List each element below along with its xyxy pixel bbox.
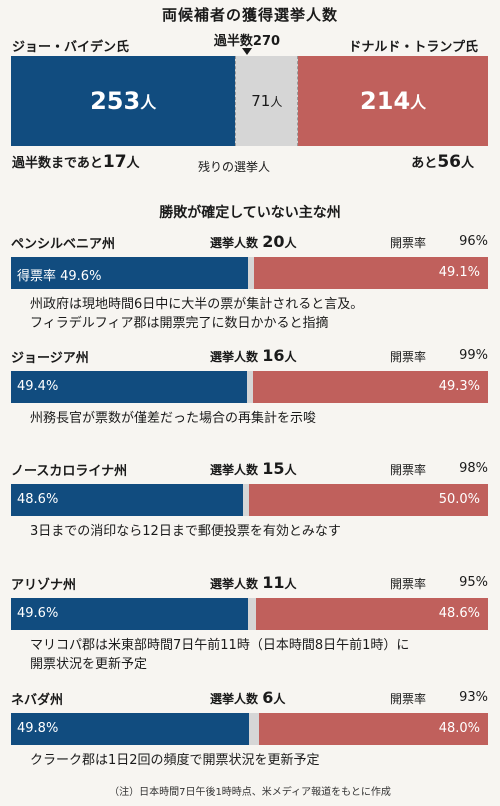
trump-share-label: 49.1% [438,265,480,280]
trump-electors-unit: 人 [410,93,427,112]
biden-share-label: 49.4% [17,379,59,394]
other-share-bar [242,484,250,516]
biden-share-bar [11,484,243,516]
majority-marker-icon [242,48,252,55]
remaining-electors-label: 残りの選挙人 [198,160,271,174]
state-electors: 選挙人数 16人 [210,346,296,365]
footnote: （注）日本時間7日午後1時時点、米メディア報道をもとに作成 [109,787,391,798]
electors-label: 選挙人数 [210,577,259,591]
biden-share-label: 48.6% [17,492,59,507]
other-share-bar [247,257,254,289]
biden-electors-value: 253 [90,87,141,115]
state-vote-bar: 49.6% 48.6% [11,598,488,630]
report-value: 96% [459,234,488,249]
biden-remaining-unit: 人 [126,156,140,171]
state-note-line: クラーク郡は1日2回の頻度で開票状況を更新予定 [30,753,320,768]
report-value: 98% [459,461,488,476]
state-note: 州務長官が票数が僅差だった場合の再集計を示唆 [30,409,316,428]
trump-electors-bar: 214 人 [298,56,488,146]
electors-value: 15 [262,459,285,478]
electors-unit: 人 [284,236,297,250]
state-electors: 選挙人数 15人 [210,459,296,478]
state-note-line: 開票状況を更新予定 [30,657,148,672]
state-note: クラーク郡は1日2回の頻度で開票状況を更新予定 [30,751,320,770]
undecided-electors-value: 71 [251,92,271,110]
section-subtitle: 勝敗が確定していない主な州 [159,205,341,221]
state-electors: 選挙人数 11人 [210,573,296,592]
state-name: ノースカロライナ州 [11,464,128,479]
undecided-electors-bar: 71 人 [235,56,299,146]
undecided-electors-unit: 人 [270,94,283,109]
report-label: 開票率 [390,350,427,364]
state-note: マリコパ郡は米東部時間7日午前11時（日本時間8日午前1時）に 開票状況を更新予定 [30,636,409,674]
biden-share-bar [11,713,249,745]
electors-value: 16 [262,346,285,365]
state-name: ペンシルベニア州 [11,237,116,252]
biden-share-bar [11,598,248,630]
report-label: 開票率 [390,692,427,706]
biden-share-label: 得票率 49.6% [17,269,102,284]
biden-remaining-value: 17 [102,152,127,172]
state-name: アリゾナ州 [11,578,77,593]
electors-label: 選挙人数 [210,463,259,477]
state-electors: 選挙人数 20人 [210,232,296,251]
state-name: ネバダ州 [11,693,64,708]
electors-unit: 人 [284,463,297,477]
biden-share-bar [11,257,248,289]
biden-label: ジョー・バイデン氏 [12,40,130,55]
electors-unit: 人 [284,350,297,364]
report-value: 95% [459,575,488,590]
other-share-bar [247,598,257,630]
biden-remaining-prefix: 過半数まであと [12,156,103,171]
report-label: 開票率 [390,577,427,591]
chart-title: 両候補者の獲得選挙人数 [161,6,338,24]
report-label: 開票率 [390,463,427,477]
electors-label: 選挙人数 [210,692,259,706]
other-share-bar [248,713,260,745]
state-note-line: フィラデルフィア郡は開票完了に数日かかると指摘 [30,316,329,331]
state-note-line: マリコパ郡は米東部時間7日午前11時（日本時間8日午前1時）に [30,638,410,653]
trump-electors-value: 214 [360,87,411,115]
state-name: ジョージア州 [11,351,89,366]
biden-share-label: 49.8% [17,721,59,736]
majority-label: 過半数270 [213,34,281,49]
electors-unit: 人 [273,692,286,706]
electors-value: 6 [262,688,274,707]
biden-share-label: 49.6% [17,606,59,621]
electors-value: 20 [262,232,285,251]
trump-share-label: 50.0% [438,492,480,507]
state-note-line: 州政府は現地時間6日中に大半の票が集計されると言及。 [30,297,364,312]
report-label: 開票率 [390,236,427,250]
trump-share-label: 48.6% [438,606,480,621]
biden-electors-bar: 253 人 [11,56,236,146]
biden-electors-unit: 人 [140,93,157,112]
electors-unit: 人 [284,577,297,591]
state-electors: 選挙人数 6人 [210,688,285,707]
state-vote-bar: 得票率 49.6% 49.1% [11,257,488,289]
trump-remaining: あと56人 [411,152,474,172]
report-value: 99% [459,348,488,363]
state-note: 3日までの消印なら12日まで郵便投票を有効とみなす [30,522,341,541]
biden-remaining: 過半数まであと17人 [12,152,140,172]
biden-share-bar [11,371,247,403]
state-note-line: 3日までの消印なら12日まで郵便投票を有効とみなす [30,524,341,539]
trump-share-label: 48.0% [438,721,480,736]
state-note-line: 州務長官が票数が僅差だった場合の再集計を示唆 [30,411,317,426]
trump-label: ドナルド・トランプ氏 [348,40,478,55]
state-note: 州政府は現地時間6日中に大半の票が集計されると言及。 フィラデルフィア郡は開票完了… [30,295,363,333]
electors-label: 選挙人数 [210,350,259,364]
state-vote-bar: 49.8% 48.0% [11,713,488,745]
state-vote-bar: 49.4% 49.3% [11,371,488,403]
trump-remaining-unit: 人 [460,156,474,171]
other-share-bar [246,371,253,403]
state-vote-bar: 48.6% 50.0% [11,484,488,516]
trump-remaining-prefix: あと [411,156,438,171]
trump-remaining-value: 56 [437,152,461,172]
electors-value: 11 [262,573,285,592]
electoral-vote-bar: 253 人 71 人 214 人 [11,56,488,146]
report-value: 93% [459,690,488,705]
trump-share-label: 49.3% [438,379,480,394]
electors-label: 選挙人数 [210,236,259,250]
